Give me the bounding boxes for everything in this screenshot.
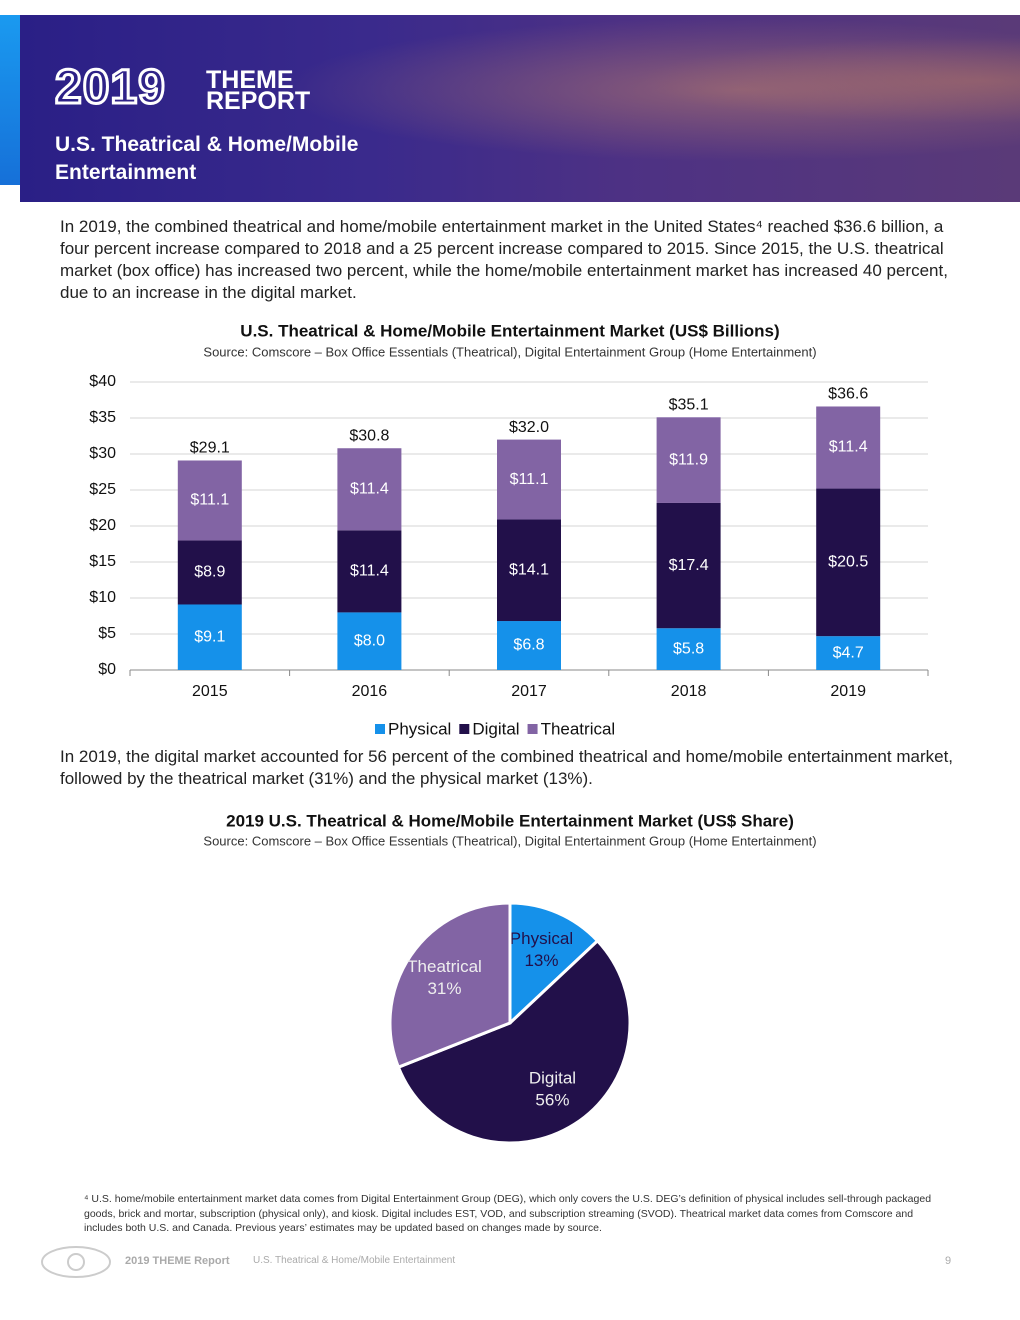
pie-slice xyxy=(508,901,600,1027)
data-label: $20.5 xyxy=(828,554,868,571)
data-label: $17.4 xyxy=(669,557,709,574)
header-accent xyxy=(0,15,20,185)
x-tick-label: 2017 xyxy=(511,683,547,700)
total-label: $36.6 xyxy=(828,386,868,403)
y-tick-label: $20 xyxy=(89,517,116,534)
slice-name: Physical xyxy=(510,929,573,948)
footer-report: 2019 THEME Report xyxy=(125,1255,230,1267)
y-tick-label: $15 xyxy=(89,553,116,570)
chart-subtitle: Source: Comscore – Box Office Essentials… xyxy=(203,833,816,848)
total-label: $32.0 xyxy=(509,419,549,436)
y-tick-label: $40 xyxy=(89,373,116,390)
data-label: $8.0 xyxy=(354,632,385,649)
header-year: 2019 xyxy=(54,60,167,116)
data-label: $8.9 xyxy=(194,564,225,581)
header-theme: THEME xyxy=(206,66,294,94)
legend-label: Physical xyxy=(388,719,451,738)
logo xyxy=(41,1246,111,1278)
data-label: $14.1 xyxy=(509,561,549,578)
bar-segment xyxy=(497,621,561,670)
chart-title: 2019 U.S. Theatrical & Home/Mobile Enter… xyxy=(226,811,794,830)
slice-label: 31% xyxy=(427,979,461,998)
chart-subtitle: Source: Comscore – Box Office Essentials… xyxy=(203,344,816,359)
paragraph: In 2019, the combined theatrical and hom… xyxy=(60,217,948,302)
legend-swatch xyxy=(527,724,538,734)
bar-segment xyxy=(497,439,561,520)
bar-segment xyxy=(816,636,881,670)
y-tick-label: $35 xyxy=(89,409,116,426)
data-label: $6.8 xyxy=(513,637,544,654)
bar-segment xyxy=(816,488,881,637)
data-label: $11.4 xyxy=(350,480,389,497)
legend-label: Theatrical xyxy=(541,719,616,738)
bar-segment xyxy=(816,406,881,489)
data-label: $9.1 xyxy=(194,628,225,645)
slice-label: 56% xyxy=(535,1090,569,1109)
data-label: $5.8 xyxy=(673,640,704,657)
bar-segment xyxy=(337,530,402,613)
bar-segment xyxy=(656,628,721,670)
data-label: $4.7 xyxy=(833,644,864,661)
total-label: $30.8 xyxy=(349,427,389,444)
bar-segment xyxy=(337,448,402,531)
header-title: U.S. Theatrical & Home/Mobile Entertainm… xyxy=(55,133,359,184)
footnote: ⁴ U.S. home/mobile entertainment market … xyxy=(84,1193,932,1234)
legend-swatch xyxy=(459,724,470,734)
y-tick-label: $25 xyxy=(89,481,116,498)
legend-swatch xyxy=(375,724,385,734)
total-label: $35.1 xyxy=(669,396,709,413)
bar-segment xyxy=(177,540,242,605)
bar-segment xyxy=(177,604,242,670)
data-label: $11.4 xyxy=(829,439,868,456)
x-tick-label: 2015 xyxy=(192,683,228,700)
pie-slice xyxy=(388,901,512,1070)
y-tick-label: $10 xyxy=(89,589,116,606)
y-tick-label: $5 xyxy=(98,625,116,642)
x-tick-label: 2016 xyxy=(352,683,388,700)
bar-segment xyxy=(656,502,721,629)
x-tick-label: 2019 xyxy=(830,683,866,700)
paragraph: In 2019, the digital market accounted fo… xyxy=(60,747,954,788)
x-tick-label: 2018 xyxy=(671,683,707,700)
data-label: $11.1 xyxy=(190,492,229,509)
bar-segment xyxy=(497,519,561,622)
bar-segment xyxy=(337,612,402,670)
header-banner xyxy=(20,15,1020,202)
slice-label: 13% xyxy=(524,951,558,970)
data-label: $11.4 xyxy=(350,563,389,580)
slice-name: Digital xyxy=(529,1068,576,1087)
y-tick-label: $0 xyxy=(98,661,116,678)
pie-slice xyxy=(396,938,632,1145)
chart-title: U.S. Theatrical & Home/Mobile Entertainm… xyxy=(240,321,779,340)
data-label: $11.1 xyxy=(510,471,549,488)
bar-segment xyxy=(177,460,242,541)
bar-segment xyxy=(656,417,721,503)
data-label: $11.9 xyxy=(669,451,708,468)
y-tick-label: $30 xyxy=(89,445,116,462)
legend-label: Digital xyxy=(472,719,519,738)
slice-name: Theatrical xyxy=(407,957,482,976)
total-label: $29.1 xyxy=(190,440,230,457)
footer-page: 9 xyxy=(945,1255,952,1267)
footer-section: U.S. Theatrical & Home/Mobile Entertainm… xyxy=(253,1255,456,1266)
header-report: REPORT xyxy=(206,87,311,115)
